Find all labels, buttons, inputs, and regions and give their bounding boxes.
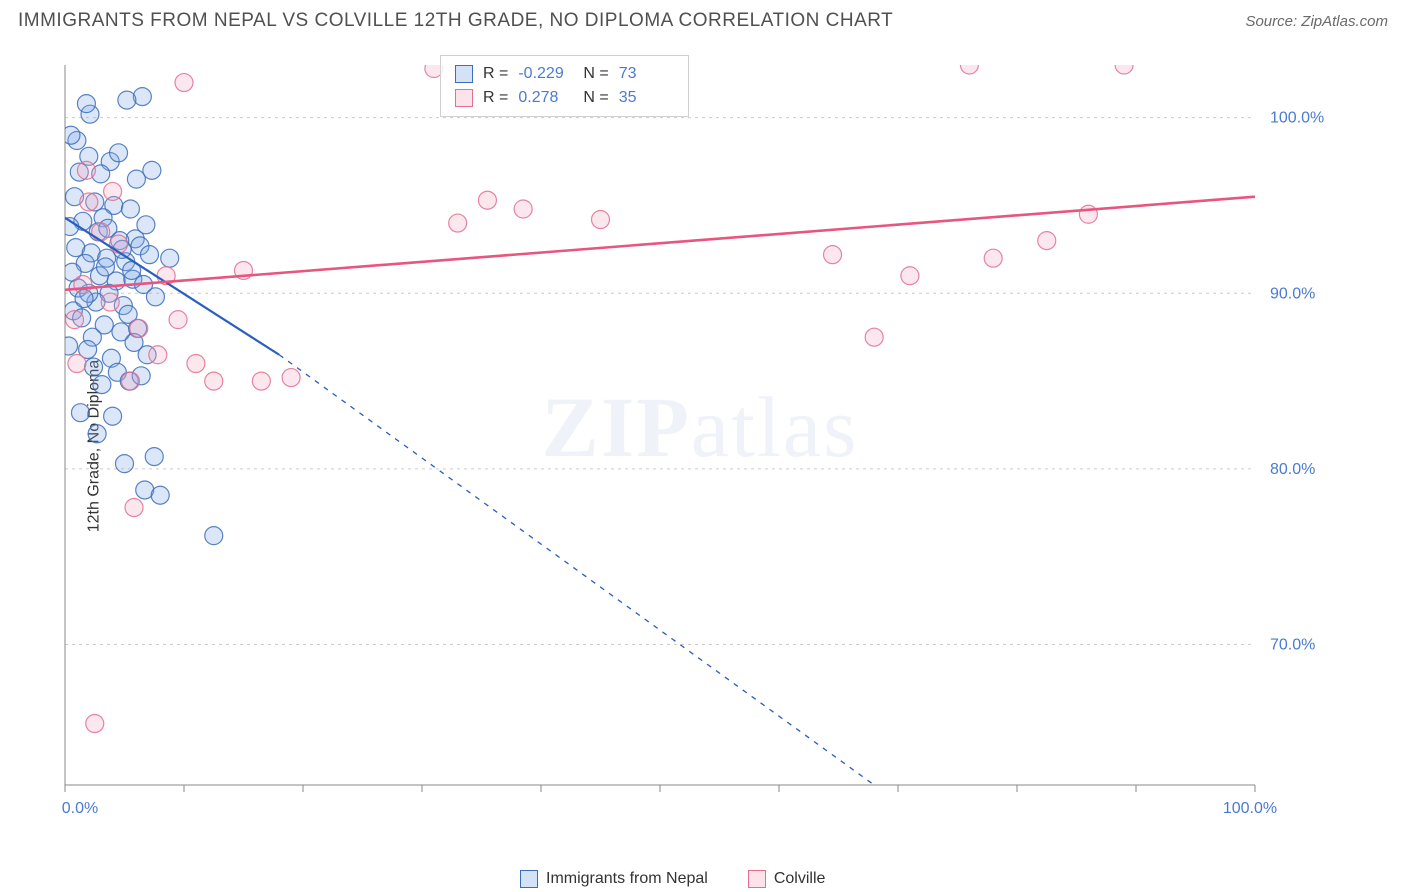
- ytick-label: 90.0%: [1270, 285, 1315, 302]
- data-point: [514, 200, 532, 218]
- legend-label: Colville: [774, 870, 826, 888]
- data-point: [116, 455, 134, 473]
- legend-label: Immigrants from Nepal: [546, 870, 708, 888]
- data-point: [960, 56, 978, 74]
- data-point: [252, 372, 270, 390]
- r-label: R =: [483, 86, 508, 110]
- xtick-label: 0.0%: [62, 800, 98, 817]
- data-point: [149, 346, 167, 364]
- data-point: [66, 311, 84, 329]
- data-point: [205, 372, 223, 390]
- data-point: [77, 161, 95, 179]
- data-point: [449, 214, 467, 232]
- data-point: [118, 91, 136, 109]
- title-bar: IMMIGRANTS FROM NEPAL VS COLVILLE 12TH G…: [18, 10, 1388, 32]
- source-label: Source: ZipAtlas.com: [1245, 13, 1388, 30]
- legend-item: Colville: [748, 870, 826, 888]
- plot-area: 70.0%80.0%90.0%100.0%0.0%100.0% ZIPatlas: [55, 55, 1345, 830]
- data-point: [169, 311, 187, 329]
- data-point: [478, 191, 496, 209]
- scatter-chart: 70.0% 80.0% 90.0% 100.0% 0.0% 100.0%: [55, 55, 1345, 830]
- data-point: [140, 246, 158, 264]
- xtick-label: 100.0%: [1223, 800, 1277, 817]
- data-point: [110, 235, 128, 253]
- data-point: [205, 527, 223, 545]
- ytick-label: 80.0%: [1270, 461, 1315, 478]
- chart-title: IMMIGRANTS FROM NEPAL VS COLVILLE 12TH G…: [18, 10, 893, 32]
- data-point: [1038, 232, 1056, 250]
- trendline-colville: [65, 197, 1255, 290]
- series-legend: Immigrants from Nepal Colville: [520, 870, 825, 888]
- data-point: [110, 144, 128, 162]
- data-point: [104, 407, 122, 425]
- data-point: [92, 223, 110, 241]
- trendline-nepal: [65, 218, 874, 785]
- data-point: [151, 486, 169, 504]
- data-point: [86, 715, 104, 733]
- data-point: [71, 404, 89, 422]
- legend-item: Immigrants from Nepal: [520, 870, 708, 888]
- ytick-label: 70.0%: [1270, 637, 1315, 654]
- data-point: [121, 200, 139, 218]
- r-value: 0.278: [518, 86, 573, 110]
- n-value: 35: [619, 86, 674, 110]
- stats-row: R = -0.229 N = 73: [455, 62, 674, 86]
- data-point: [74, 276, 92, 294]
- data-point: [60, 337, 78, 355]
- data-point: [146, 288, 164, 306]
- data-point: [901, 267, 919, 285]
- data-point: [130, 319, 148, 337]
- data-point: [865, 328, 883, 346]
- data-point: [824, 246, 842, 264]
- data-point: [77, 95, 95, 113]
- data-point: [68, 355, 86, 373]
- r-value: -0.229: [518, 62, 573, 86]
- trend-solid: [65, 197, 1255, 290]
- data-point: [984, 249, 1002, 267]
- data-point: [121, 372, 139, 390]
- data-point: [1115, 56, 1133, 74]
- ytick-label: 100.0%: [1270, 110, 1324, 127]
- data-point: [93, 376, 111, 394]
- data-point: [175, 74, 193, 92]
- data-point: [592, 211, 610, 229]
- data-point: [161, 249, 179, 267]
- data-point: [143, 161, 161, 179]
- data-point: [125, 499, 143, 517]
- data-point: [145, 448, 163, 466]
- legend-swatch: [748, 870, 766, 888]
- trend-dashed: [279, 355, 874, 785]
- data-point: [80, 193, 98, 211]
- data-point: [187, 355, 205, 373]
- n-value: 73: [619, 62, 674, 86]
- data-point: [104, 182, 122, 200]
- data-point: [282, 369, 300, 387]
- n-label: N =: [583, 86, 608, 110]
- legend-swatch: [455, 65, 473, 83]
- data-point: [88, 425, 106, 443]
- r-label: R =: [483, 62, 508, 86]
- series-colville: [66, 56, 1134, 733]
- series-nepal: [60, 88, 223, 545]
- data-point: [85, 358, 103, 376]
- legend-swatch: [520, 870, 538, 888]
- data-point: [96, 258, 114, 276]
- legend-swatch: [455, 89, 473, 107]
- stats-row: R = 0.278 N = 35: [455, 86, 674, 110]
- data-point: [137, 216, 155, 234]
- stats-legend: R = -0.229 N = 73 R = 0.278 N = 35: [440, 55, 689, 117]
- data-point: [101, 293, 119, 311]
- n-label: N =: [583, 62, 608, 86]
